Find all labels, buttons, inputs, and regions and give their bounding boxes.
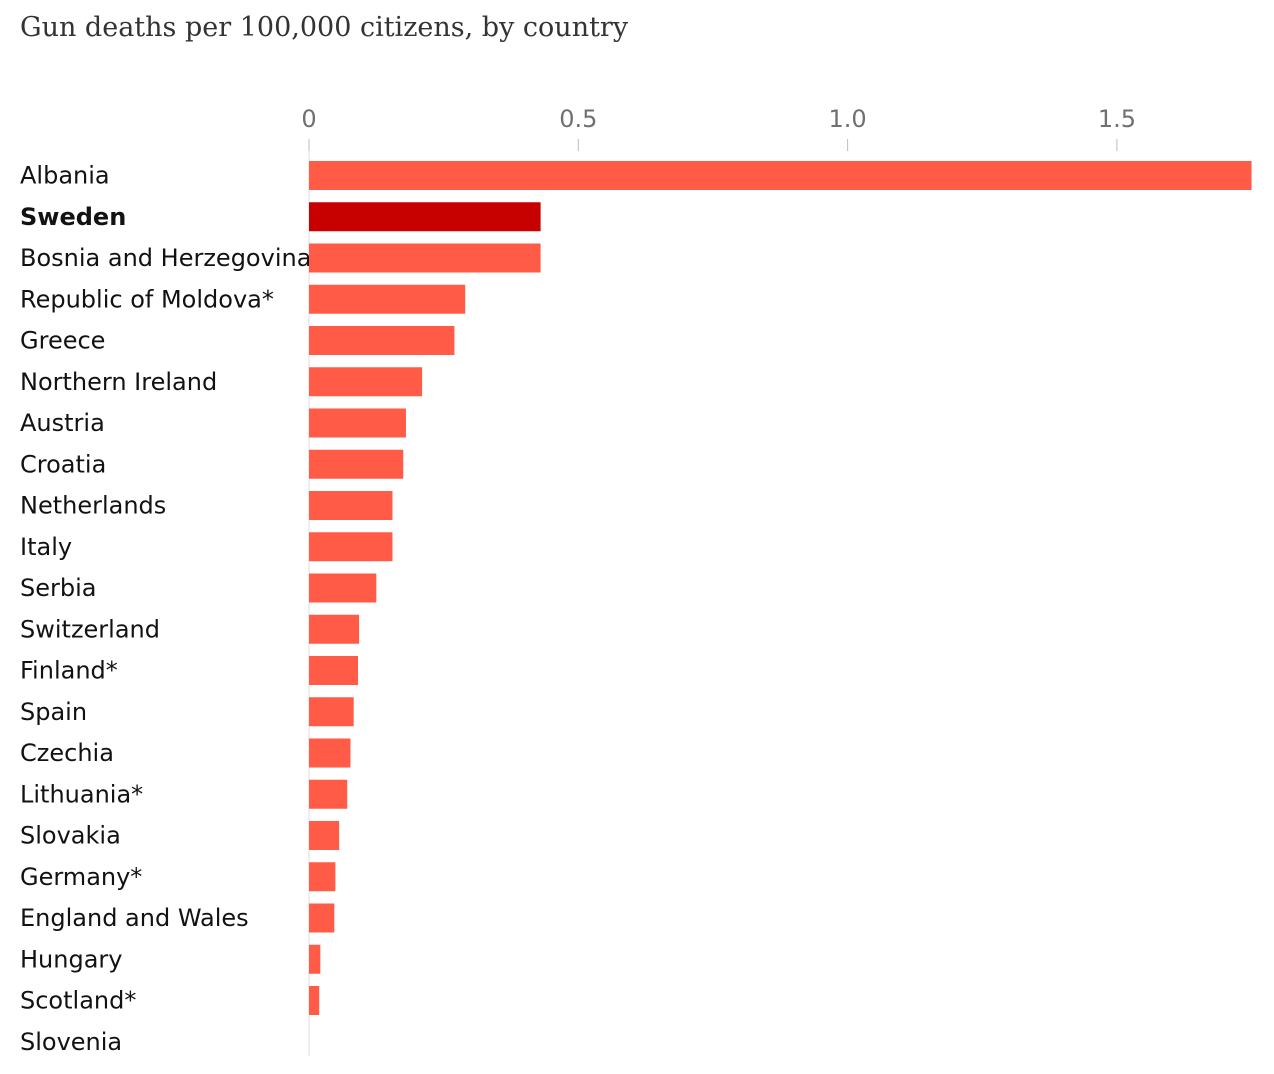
- bar: [309, 326, 455, 355]
- x-tick-label: 1.5: [1098, 105, 1136, 133]
- category-label: Scotland*: [20, 987, 136, 1015]
- category-label: Hungary: [20, 945, 122, 973]
- category-label: Greece: [20, 327, 105, 355]
- bar: [309, 944, 321, 974]
- bar: [309, 862, 336, 892]
- category-label: Netherlands: [20, 492, 166, 520]
- bar: [309, 284, 466, 314]
- category-label: England and Wales: [20, 904, 249, 932]
- category-label: Slovenia: [20, 1028, 122, 1056]
- category-label: Northern Ireland: [20, 368, 217, 396]
- bar: [309, 697, 354, 727]
- bar: [309, 986, 320, 1015]
- category-label: Czechia: [20, 739, 114, 767]
- category-label: Lithuania*: [20, 780, 143, 808]
- bar: [309, 491, 393, 520]
- bar: [309, 202, 541, 232]
- category-label: Croatia: [20, 450, 106, 478]
- bar: [309, 367, 423, 397]
- bar: [309, 161, 1252, 190]
- x-tick-label: 0.5: [559, 105, 597, 133]
- category-label: Austria: [20, 409, 105, 437]
- bar: [309, 243, 541, 273]
- bar: [309, 738, 351, 768]
- category-label: Finland*: [20, 657, 118, 685]
- category-label: Serbia: [20, 574, 96, 602]
- bar: [309, 656, 359, 685]
- bar: [309, 532, 393, 562]
- category-label: Republic of Moldova*: [20, 285, 274, 313]
- bar: [309, 903, 335, 933]
- bar: [309, 779, 348, 809]
- bar: [309, 821, 340, 850]
- bar: [309, 573, 377, 603]
- category-label: Italy: [20, 533, 72, 561]
- category-label: Sweden: [20, 203, 126, 231]
- bar: [309, 614, 360, 644]
- x-tick-label: 0: [301, 105, 316, 133]
- category-label: Spain: [20, 698, 87, 726]
- category-label: Switzerland: [20, 615, 160, 643]
- category-label: Albania: [20, 162, 110, 190]
- x-tick-label: 1.0: [829, 105, 867, 133]
- category-label: Slovakia: [20, 822, 121, 850]
- category-label: Bosnia and Herzegovina: [20, 244, 311, 272]
- category-label: Germany*: [20, 863, 142, 891]
- bar: [309, 408, 406, 438]
- chart-title: Gun deaths per 100,000 citizens, by coun…: [20, 12, 629, 43]
- bar: [309, 449, 404, 479]
